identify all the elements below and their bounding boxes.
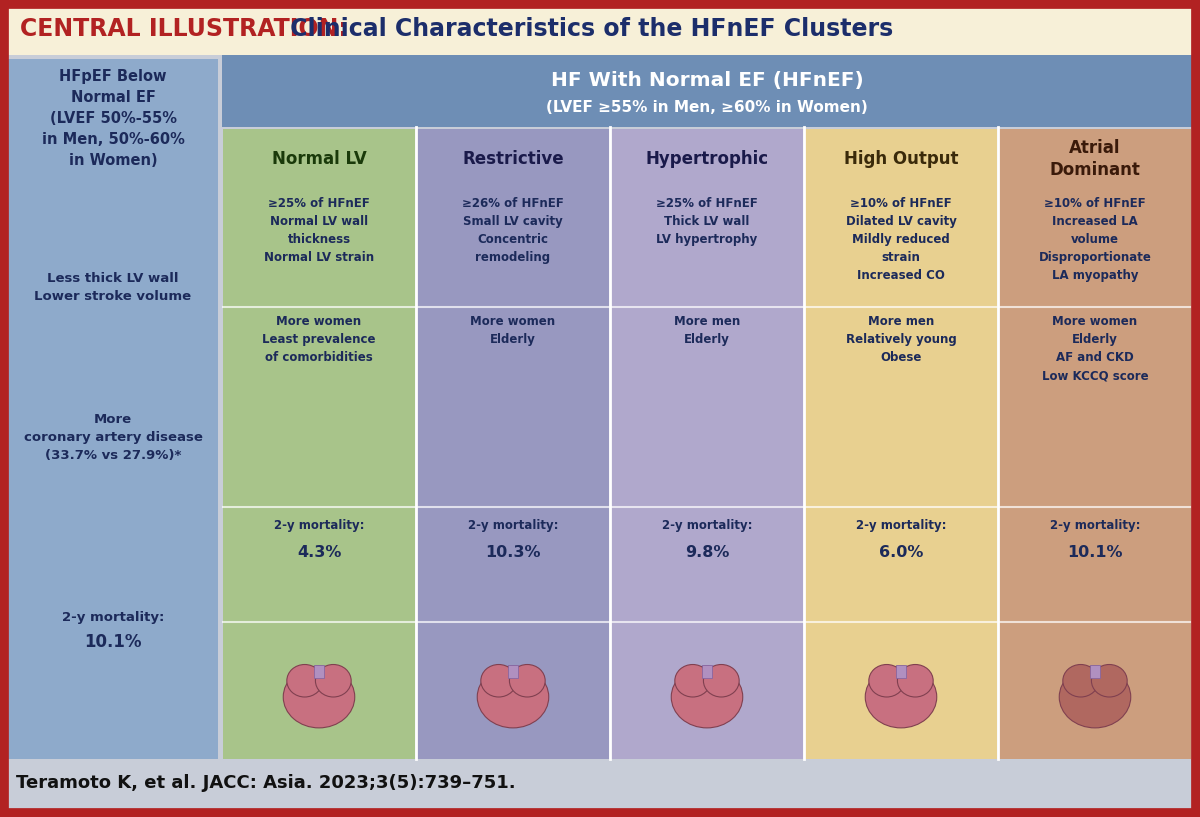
FancyBboxPatch shape [805,129,997,759]
FancyBboxPatch shape [418,129,610,189]
Ellipse shape [478,666,548,728]
Text: (LVEF ≥55% in Men, ≥60% in Women): (LVEF ≥55% in Men, ≥60% in Women) [546,100,868,114]
Ellipse shape [316,664,352,697]
Ellipse shape [1060,666,1130,728]
Text: 2-y mortality:: 2-y mortality: [856,519,947,532]
Text: ≥10% of HFnEF
Increased LA
volume
Disproportionate
LA myopathy: ≥10% of HFnEF Increased LA volume Dispro… [1038,197,1152,282]
Text: Less thick LV wall
Lower stroke volume: Less thick LV wall Lower stroke volume [35,271,192,302]
Text: More
coronary artery disease
(33.7% vs 27.9%)*: More coronary artery disease (33.7% vs 2… [24,413,203,462]
Text: More women
Elderly: More women Elderly [470,315,556,346]
Ellipse shape [671,666,743,728]
Text: 2-y mortality:: 2-y mortality: [661,519,752,532]
Text: High Output: High Output [844,150,959,168]
FancyBboxPatch shape [4,4,1196,55]
Ellipse shape [481,664,516,697]
Text: Atrial
Dominant: Atrial Dominant [1050,139,1140,179]
FancyBboxPatch shape [998,129,1190,189]
Text: More men
Elderly: More men Elderly [674,315,740,346]
Text: CENTRAL ILLUSTRATION:: CENTRAL ILLUSTRATION: [20,17,348,41]
Text: Restrictive: Restrictive [462,150,564,168]
Text: More women
Least prevalence
of comorbidities: More women Least prevalence of comorbidi… [263,315,376,364]
FancyBboxPatch shape [805,129,997,189]
Text: Normal LV: Normal LV [271,150,366,168]
Text: ≥25% of HFnEF
Normal LV wall
thickness
Normal LV strain: ≥25% of HFnEF Normal LV wall thickness N… [264,197,374,264]
FancyBboxPatch shape [611,129,803,759]
Ellipse shape [865,666,937,728]
Text: ≥10% of HFnEF
Dilated LV cavity
Mildly reduced
strain
Increased CO: ≥10% of HFnEF Dilated LV cavity Mildly r… [846,197,956,282]
Text: Teramoto K, et al. JACC: Asia. 2023;3(5):739–751.: Teramoto K, et al. JACC: Asia. 2023;3(5)… [16,774,516,792]
Text: 10.3%: 10.3% [485,545,541,560]
FancyBboxPatch shape [223,129,415,759]
Text: 10.1%: 10.1% [1067,545,1123,560]
Ellipse shape [287,664,323,697]
Text: Hypertrophic: Hypertrophic [646,150,768,168]
Text: ≥25% of HFnEF
Thick LV wall
LV hypertrophy: ≥25% of HFnEF Thick LV wall LV hypertrop… [656,197,758,246]
Ellipse shape [869,664,905,697]
FancyBboxPatch shape [222,55,1192,127]
Text: 2-y mortality:: 2-y mortality: [62,610,164,623]
Text: More women
Elderly
AF and CKD
Low KCCQ score: More women Elderly AF and CKD Low KCCQ s… [1042,315,1148,382]
Text: 4.3%: 4.3% [296,545,341,560]
Text: 2-y mortality:: 2-y mortality: [274,519,365,532]
FancyBboxPatch shape [998,129,1190,759]
Ellipse shape [1092,664,1127,697]
Text: HFpEF Below
Normal EF
(LVEF 50%-55%
in Men, 50%-60%
in Women): HFpEF Below Normal EF (LVEF 50%-55% in M… [42,69,185,168]
Text: More men
Relatively young
Obese: More men Relatively young Obese [846,315,956,364]
FancyBboxPatch shape [611,129,803,189]
Text: 9.8%: 9.8% [685,545,730,560]
Text: 6.0%: 6.0% [878,545,923,560]
FancyBboxPatch shape [4,55,1196,762]
FancyBboxPatch shape [895,664,906,677]
Text: 2-y mortality:: 2-y mortality: [1050,519,1140,532]
FancyBboxPatch shape [8,59,218,759]
Ellipse shape [674,664,710,697]
Ellipse shape [283,666,355,728]
FancyBboxPatch shape [223,129,415,189]
FancyBboxPatch shape [418,129,610,759]
FancyBboxPatch shape [1090,664,1100,677]
Ellipse shape [703,664,739,697]
Text: Clinical Characteristics of the HFnEF Clusters: Clinical Characteristics of the HFnEF Cl… [282,17,893,41]
Text: 2-y mortality:: 2-y mortality: [468,519,558,532]
Ellipse shape [898,664,934,697]
FancyBboxPatch shape [314,664,324,677]
Text: HF With Normal EF (HFnEF): HF With Normal EF (HFnEF) [551,70,863,90]
FancyBboxPatch shape [702,664,713,677]
Ellipse shape [510,664,545,697]
Text: 10.1%: 10.1% [84,633,142,651]
FancyBboxPatch shape [508,664,518,677]
Ellipse shape [1063,664,1098,697]
Text: ≥26% of HFnEF
Small LV cavity
Concentric
remodeling: ≥26% of HFnEF Small LV cavity Concentric… [462,197,564,264]
